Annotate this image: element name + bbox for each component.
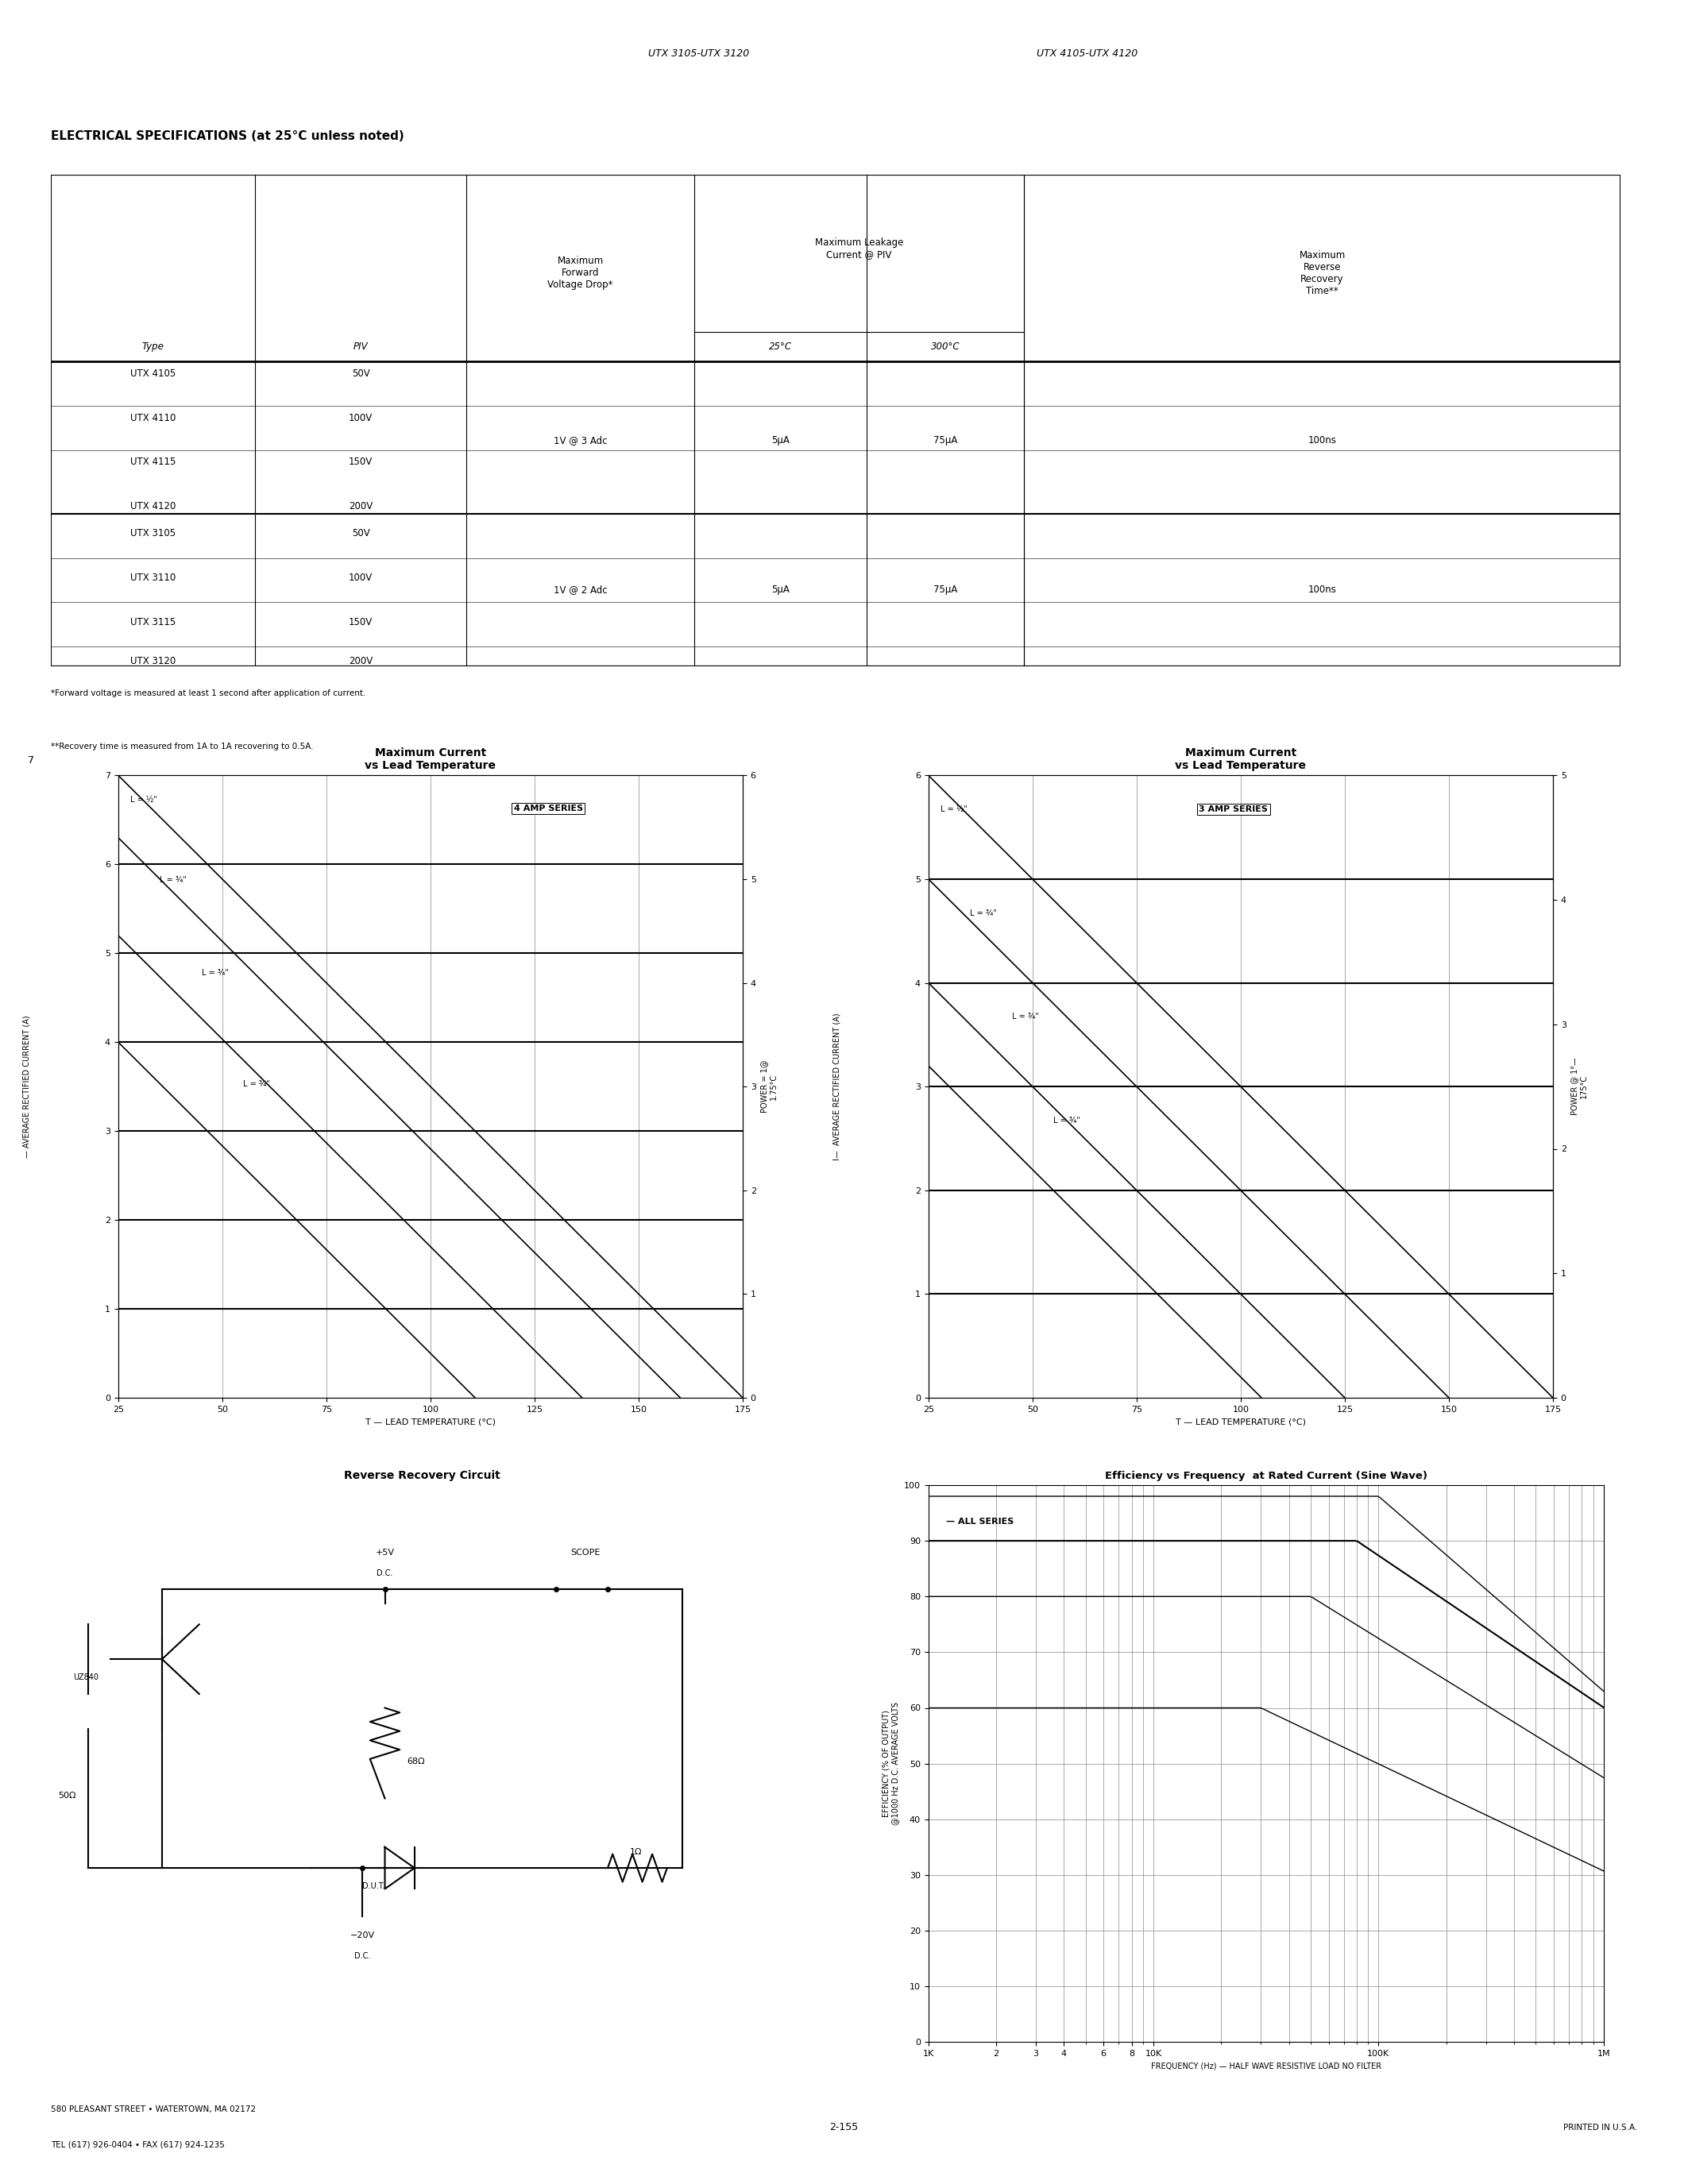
Text: L = ½": L = ½" <box>130 795 157 804</box>
Text: UTX 3105: UTX 3105 <box>130 529 176 539</box>
Text: 200V: 200V <box>349 502 373 511</box>
Text: Maximum Leakage
Current @ PIV: Maximum Leakage Current @ PIV <box>815 238 903 260</box>
Title: Reverse Recovery Circuit: Reverse Recovery Circuit <box>344 1470 500 1481</box>
Text: UTX 4105-UTX 4120: UTX 4105-UTX 4120 <box>1036 48 1138 59</box>
Text: L = ¾": L = ¾" <box>160 876 187 885</box>
Text: −20V: −20V <box>349 1931 375 1939</box>
Text: 5μA: 5μA <box>771 585 790 594</box>
Text: SCOPE: SCOPE <box>571 1548 601 1557</box>
Text: UTX 3115: UTX 3115 <box>130 616 176 627</box>
Text: *Forward voltage is measured at least 1 second after application of current.: *Forward voltage is measured at least 1 … <box>51 690 366 697</box>
Text: Type: Type <box>142 343 164 352</box>
Text: L = ½": L = ½" <box>940 806 967 812</box>
Text: 100V: 100V <box>349 413 373 424</box>
Text: D.C.: D.C. <box>376 1570 393 1577</box>
Text: UTX 4110: UTX 4110 <box>130 413 176 424</box>
Text: UTX 3105-UTX 3120: UTX 3105-UTX 3120 <box>648 48 749 59</box>
Text: **Recovery time is measured from 1A to 1A recovering to 0.5A.: **Recovery time is measured from 1A to 1… <box>51 743 314 751</box>
Text: Maximum
Forward
Voltage Drop*: Maximum Forward Voltage Drop* <box>547 256 613 290</box>
Text: 2-155: 2-155 <box>829 2123 859 2132</box>
Text: 5μA: 5μA <box>771 435 790 446</box>
Text: 50V: 50V <box>351 529 370 539</box>
Text: L = ¾": L = ¾" <box>1011 1013 1038 1020</box>
Text: — ALL SERIES: — ALL SERIES <box>947 1518 1014 1527</box>
Text: L = ¾": L = ¾" <box>971 909 998 917</box>
Text: PIV: PIV <box>353 343 368 352</box>
X-axis label: FREQUENCY (Hz) — HALF WAVE RESISTIVE LOAD NO FILTER: FREQUENCY (Hz) — HALF WAVE RESISTIVE LOA… <box>1151 2062 1381 2070</box>
Text: 150V: 150V <box>349 616 373 627</box>
Text: 7: 7 <box>27 756 34 764</box>
Text: D.U.T.: D.U.T. <box>363 1883 385 1891</box>
Text: UTX 3120: UTX 3120 <box>130 655 176 666</box>
Text: 1V @ 3 Adc: 1V @ 3 Adc <box>554 435 608 446</box>
Text: Maximum
Reverse
Recovery
Time**: Maximum Reverse Recovery Time** <box>1300 249 1345 297</box>
Text: 25°C: 25°C <box>770 343 792 352</box>
Text: UTX 4115: UTX 4115 <box>130 456 176 467</box>
Text: 1Ω: 1Ω <box>630 1848 641 1856</box>
Text: 75μA: 75μA <box>933 435 957 446</box>
Title: Efficiency vs Frequency  at Rated Current (Sine Wave): Efficiency vs Frequency at Rated Current… <box>1104 1470 1428 1481</box>
Text: 1V @ 2 Adc: 1V @ 2 Adc <box>554 585 608 594</box>
Text: D.C.: D.C. <box>354 1952 371 1959</box>
Text: 300°C: 300°C <box>930 343 960 352</box>
Text: 50Ω: 50Ω <box>57 1793 76 1800</box>
Text: TEL (617) 926-0404 • FAX (617) 924-1235: TEL (617) 926-0404 • FAX (617) 924-1235 <box>51 2140 225 2149</box>
Text: 580 PLEASANT STREET • WATERTOWN, MA 02172: 580 PLEASANT STREET • WATERTOWN, MA 0217… <box>51 2105 255 2114</box>
Text: 150V: 150V <box>349 456 373 467</box>
Text: L = ¾": L = ¾" <box>243 1081 270 1088</box>
Text: UTX 4120: UTX 4120 <box>130 502 176 511</box>
Y-axis label: — AVERAGE RECTIFIED CURRENT (A): — AVERAGE RECTIFIED CURRENT (A) <box>22 1016 30 1158</box>
Title: Maximum Current
vs Lead Temperature: Maximum Current vs Lead Temperature <box>1175 747 1307 771</box>
Text: +5V: +5V <box>375 1548 395 1557</box>
Text: 200V: 200V <box>349 655 373 666</box>
Text: UTX 3110: UTX 3110 <box>130 572 176 583</box>
Text: L = ¾": L = ¾" <box>1053 1116 1080 1125</box>
Title: Maximum Current
vs Lead Temperature: Maximum Current vs Lead Temperature <box>365 747 496 771</box>
Text: UTX 4105: UTX 4105 <box>130 369 176 378</box>
Y-axis label: POWER = 1@
1.75°C: POWER = 1@ 1.75°C <box>761 1059 778 1114</box>
Y-axis label: POWER @ 1°—
175°C: POWER @ 1°— 175°C <box>1572 1057 1588 1116</box>
Text: 100V: 100V <box>349 572 373 583</box>
Text: 50V: 50V <box>351 369 370 378</box>
X-axis label: T — LEAD TEMPERATURE (°C): T — LEAD TEMPERATURE (°C) <box>1175 1417 1307 1426</box>
Text: ELECTRICAL SPECIFICATIONS (at 25°C unless noted): ELECTRICAL SPECIFICATIONS (at 25°C unles… <box>51 131 403 142</box>
Y-axis label: EFFICIENCY (% OF OUTPUT)
@1000 Hz D.C. AVERAGE VOLTS: EFFICIENCY (% OF OUTPUT) @1000 Hz D.C. A… <box>883 1701 900 1826</box>
Text: 2: 2 <box>1593 39 1614 70</box>
Text: PRINTED IN U.S.A.: PRINTED IN U.S.A. <box>1563 2123 1637 2132</box>
Text: 68Ω: 68Ω <box>407 1758 425 1765</box>
Text: 4 AMP SERIES: 4 AMP SERIES <box>513 804 582 812</box>
Text: 75μA: 75μA <box>933 585 957 594</box>
Text: 3 AMP SERIES: 3 AMP SERIES <box>1198 806 1268 812</box>
Text: L = ¾": L = ¾" <box>201 970 228 976</box>
Text: UZ840: UZ840 <box>73 1673 98 1682</box>
Text: 100ns: 100ns <box>1308 585 1337 594</box>
Text: 100ns: 100ns <box>1308 435 1337 446</box>
X-axis label: T — LEAD TEMPERATURE (°C): T — LEAD TEMPERATURE (°C) <box>365 1417 496 1426</box>
Y-axis label: I—  AVERAGE RECTIFIED CURRENT (A): I— AVERAGE RECTIFIED CURRENT (A) <box>832 1013 841 1160</box>
